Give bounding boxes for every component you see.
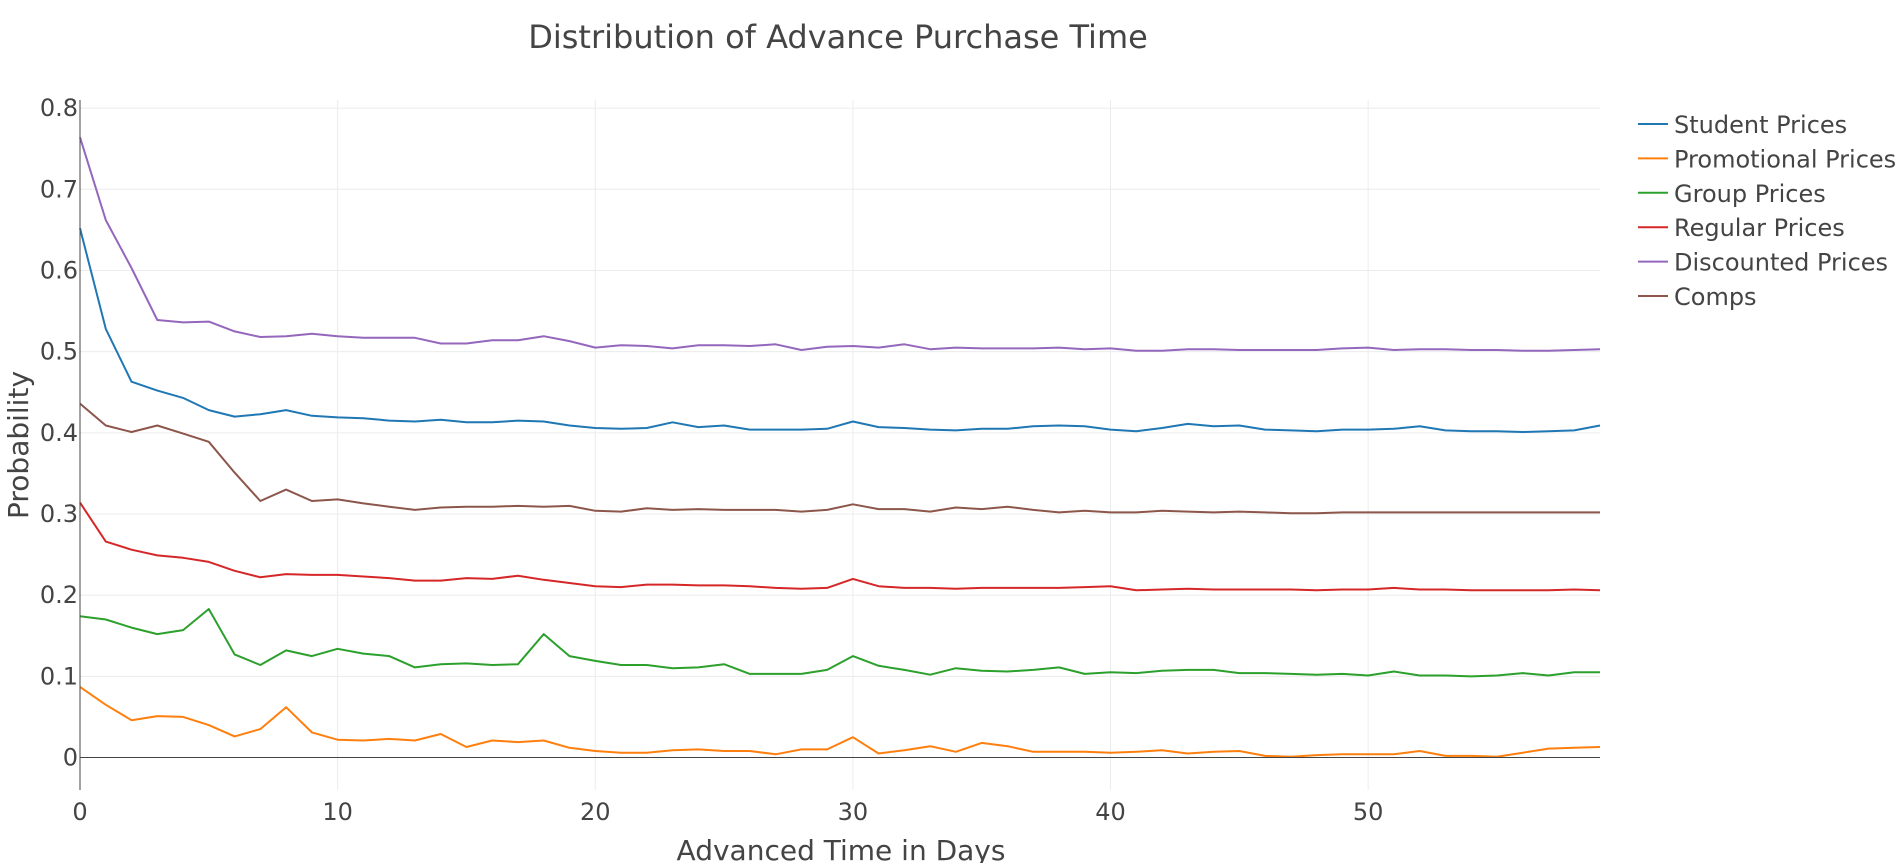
series-line-student-prices xyxy=(79,228,1601,433)
x-tick-label: 30 xyxy=(838,798,869,826)
x-tick-label: 10 xyxy=(322,798,353,826)
y-tick-label: 0 xyxy=(63,744,78,772)
x-axis-title: Advanced Time in Days xyxy=(677,834,1006,863)
legend-item-comps[interactable]: Comps xyxy=(1638,283,1757,311)
legend-label: Discounted Prices xyxy=(1674,249,1888,277)
y-tick-label: 0.1 xyxy=(40,662,78,690)
series-line-discounted-prices xyxy=(79,137,1601,352)
legend-label: Promotional Prices xyxy=(1674,145,1896,173)
legend-item-discounted-prices[interactable]: Discounted Prices xyxy=(1638,249,1888,277)
y-axis-title: Probability xyxy=(2,371,35,519)
legend-label: Regular Prices xyxy=(1674,214,1845,242)
axes: 0 10 20 30 40 50 0 0.1 0.2 0.3 0.4 0.5 0.6 0.7 0.8 xyxy=(40,94,1600,826)
series-line-regular-prices xyxy=(79,502,1601,592)
y-tick-label: 0.7 xyxy=(40,175,78,203)
legend: Student Prices Promotional Prices Group Pr… xyxy=(1638,111,1896,311)
legend-item-student-prices[interactable]: Student Prices xyxy=(1638,111,1847,139)
x-tick-label: 40 xyxy=(1095,798,1126,826)
y-tick-label: 0.3 xyxy=(40,500,78,528)
x-tick-label: 0 xyxy=(72,798,87,826)
legend-item-regular-prices[interactable]: Regular Prices xyxy=(1638,214,1845,242)
y-tick-label: 0.6 xyxy=(40,256,78,284)
legend-label: Student Prices xyxy=(1674,111,1847,139)
x-tick-label: 50 xyxy=(1353,798,1384,826)
legend-label: Comps xyxy=(1674,283,1757,311)
legend-item-group-prices[interactable]: Group Prices xyxy=(1638,180,1826,208)
series-line-group-prices xyxy=(79,608,1600,678)
x-tick-label: 20 xyxy=(580,798,611,826)
y-tick-label: 0.5 xyxy=(40,338,78,366)
legend-item-promotional-prices[interactable]: Promotional Prices xyxy=(1638,145,1896,173)
series-line-comps xyxy=(79,402,1600,515)
y-tick-label: 0.2 xyxy=(40,581,78,609)
y-tick-label: 0.4 xyxy=(40,419,78,447)
series-lines xyxy=(79,137,1601,758)
y-tick-label: 0.8 xyxy=(40,94,78,122)
chart-title: Distribution of Advance Purchase Time xyxy=(528,18,1148,56)
legend-label: Group Prices xyxy=(1674,180,1826,208)
grid xyxy=(80,100,1600,790)
series-line-promotional-prices xyxy=(79,686,1601,758)
